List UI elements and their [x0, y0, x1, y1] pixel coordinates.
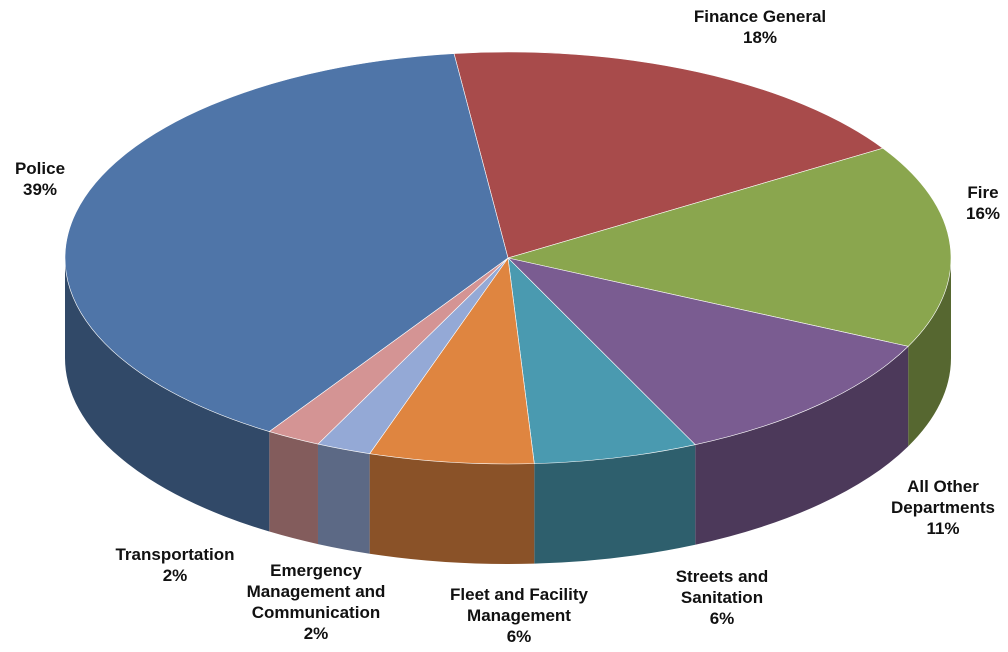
slice-side: [908, 258, 951, 447]
data-label: Emergency Management and Communication 2%: [226, 560, 406, 644]
category-label: Police: [14, 159, 66, 178]
slice-side: [534, 444, 696, 564]
data-label: All Other Departments 11%: [878, 476, 1008, 539]
value-label: 11%: [926, 519, 960, 538]
category-label: Emergency Management and Communication: [246, 561, 386, 622]
value-label: 18%: [742, 28, 778, 47]
slice: [453, 51, 884, 259]
category-label: Transportation: [115, 545, 235, 564]
category-label: Finance General: [693, 7, 827, 26]
value-label: 2%: [303, 624, 329, 643]
data-label: Finance General 18%: [660, 6, 860, 48]
category-label: Streets and Sanitation: [675, 567, 769, 607]
value-label: 6%: [709, 609, 735, 628]
data-label: Fleet and Facility Management 6%: [424, 584, 614, 647]
slice: [369, 257, 535, 465]
category-label: Fleet and Facility Management: [450, 585, 588, 625]
slice-side: [65, 258, 270, 532]
category-label: Fire: [967, 183, 999, 202]
data-label: Streets and Sanitation 6%: [652, 566, 792, 629]
value-label: 6%: [506, 627, 532, 646]
slice-side: [695, 346, 909, 545]
slice: [507, 257, 909, 446]
slice-side: [317, 444, 370, 554]
slice: [507, 147, 952, 347]
value-label: 16%: [965, 204, 1001, 223]
data-label: Police 39%: [0, 158, 80, 200]
slice-side: [369, 453, 535, 564]
data-label: Fire 16%: [953, 182, 1008, 224]
category-label: All Other Departments: [891, 477, 995, 517]
value-label: 2%: [162, 566, 188, 585]
value-label: 39%: [22, 180, 58, 199]
slice: [64, 53, 509, 432]
data-label: Transportation 2%: [95, 544, 255, 586]
slice: [507, 257, 696, 464]
slice-side: [269, 431, 318, 545]
